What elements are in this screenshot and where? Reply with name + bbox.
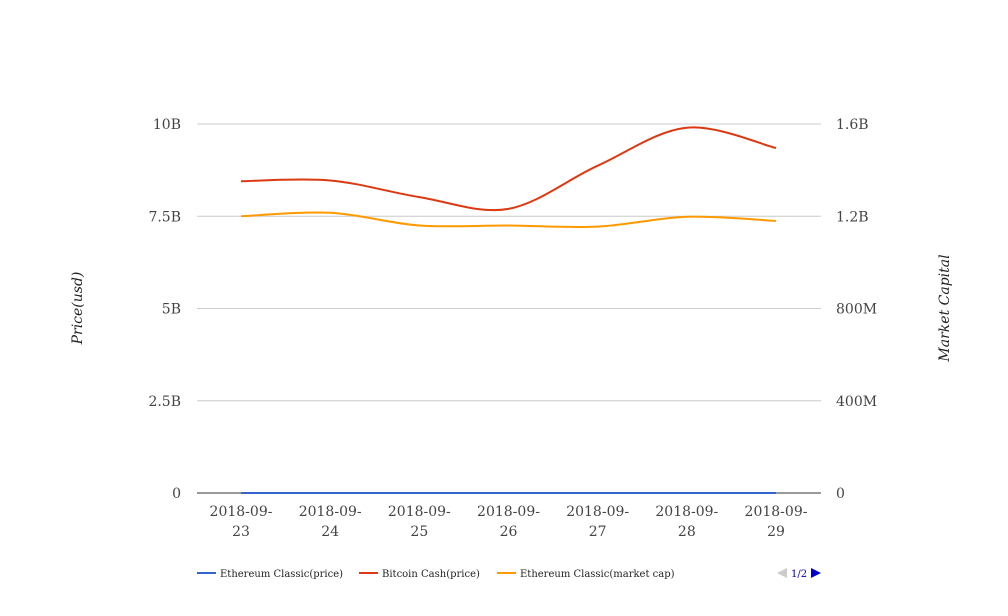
x-tick-label: 2018-09-28 — [655, 504, 718, 540]
series-lines — [240, 126, 777, 495]
legend-label: Ethereum Classic(market cap) — [520, 569, 675, 580]
x-tick-label: 2018-09-27 — [566, 504, 629, 540]
y-left-tick-label: 2.5B — [148, 394, 181, 410]
legend-item[interactable]: Ethereum Classic(price) — [197, 569, 343, 580]
pager-label: 1/2 — [791, 569, 807, 580]
legend-item[interactable]: Ethereum Classic(market cap) — [497, 569, 675, 580]
y-axis-right: 0 400M 800M 1.2B 1.6B — [836, 117, 877, 502]
series-line-bitcoin-cash-price — [240, 126, 777, 212]
x-tick-label: 2018-09-25 — [388, 504, 451, 540]
x-axis: 2018-09-23 2018-09-24 2018-09-25 2018-09-26… — [210, 504, 808, 540]
y-right-tick-label: 0 — [836, 486, 845, 502]
y-right-tick-label: 1.2B — [836, 209, 869, 225]
y-axis-left-title: Price(usd) — [70, 272, 86, 346]
y-left-tick-label: 5B — [162, 302, 181, 318]
legend-item[interactable]: Bitcoin Cash(price) — [359, 569, 480, 580]
y-left-tick-label: 7.5B — [148, 209, 181, 225]
y-axis-left: 0 2.5B 5B 7.5B 10B — [148, 117, 181, 502]
x-tick-label: 2018-09-26 — [477, 504, 540, 540]
y-right-tick-label: 800M — [836, 302, 877, 318]
series-line-ethereum-classic-market-cap — [240, 211, 777, 229]
y-right-tick-label: 1.6B — [836, 117, 869, 133]
legend: Ethereum Classic(price) Bitcoin Cash(pric… — [197, 569, 675, 580]
legend-pager[interactable]: 1/2 — [777, 568, 821, 580]
pager-prev-icon[interactable] — [777, 568, 787, 578]
legend-label: Bitcoin Cash(price) — [382, 569, 480, 580]
legend-label: Ethereum Classic(price) — [220, 569, 343, 580]
y-left-tick-label: 0 — [172, 486, 181, 502]
y-axis-right-title: Market Capital — [937, 254, 953, 362]
x-tick-label: 2018-09-24 — [299, 504, 362, 540]
x-tick-label: 2018-09-29 — [745, 504, 808, 540]
pager-next-icon[interactable] — [811, 568, 821, 578]
x-tick-label: 2018-09-23 — [210, 504, 273, 540]
y-right-tick-label: 400M — [836, 394, 877, 410]
y-left-tick-label: 10B — [153, 117, 181, 133]
